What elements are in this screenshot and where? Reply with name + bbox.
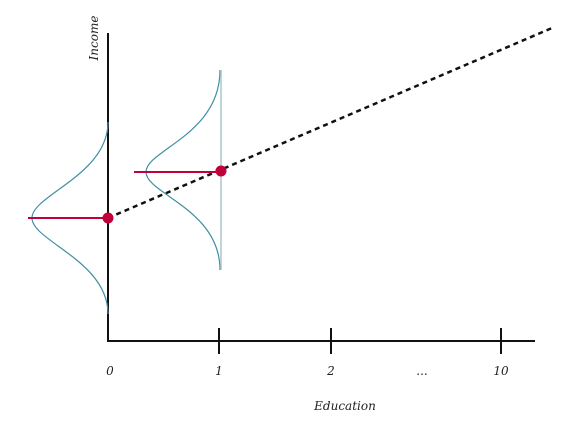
x-tick-label-2: 2	[326, 364, 335, 378]
x-tick-label-1: 1	[215, 364, 223, 378]
x-tick-label-10: 10	[493, 364, 509, 378]
y-axis-title: Income	[87, 16, 101, 62]
mean-point-x0	[102, 212, 114, 224]
regression-line	[107, 26, 553, 220]
x-axis-title: Education	[313, 399, 376, 413]
density-curve-x1	[145, 69, 221, 271]
mean-point-x1	[215, 165, 227, 177]
x-tick-label-0: 0	[106, 364, 114, 378]
x-tick-label-ellipsis: ...	[416, 364, 427, 378]
